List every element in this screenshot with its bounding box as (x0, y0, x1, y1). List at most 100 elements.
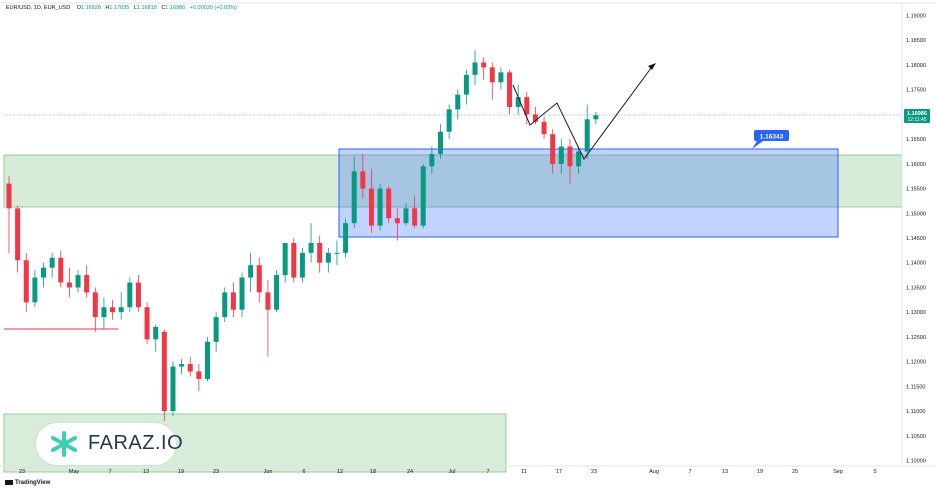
candle-bearish (507, 72, 513, 107)
candle-bearish (394, 218, 400, 224)
x-tick-label: 23 (213, 469, 219, 475)
candle-bearish (161, 331, 167, 412)
candle-bullish (32, 277, 38, 303)
candle-bullish (576, 151, 582, 167)
candle-bullish (584, 119, 590, 152)
y-axis[interactable]: 1.190001.185001.180001.175001.170001.165… (906, 14, 926, 465)
x-tick-label: May (69, 469, 80, 475)
demand-zone-upper (3, 154, 903, 208)
candle-bearish (481, 62, 487, 68)
candle-bullish (118, 307, 124, 313)
candle-bullish (49, 257, 55, 268)
candle-bullish (403, 208, 409, 224)
candle-bearish (489, 67, 495, 83)
y-tick-label: 1.15000 (906, 211, 926, 217)
candle-bearish (58, 257, 64, 283)
y-tick-label: 1.13500 (906, 285, 926, 291)
candle-bullish (455, 94, 461, 110)
x-tick-label: 7 (688, 469, 691, 475)
candle-bullish (282, 242, 288, 276)
candle-bullish (325, 252, 331, 263)
x-axis[interactable]: 23 May 7 13 19 23 Jun 6 12 18 24 Jul 7 11 17 23 Aug 7 13 19… (19, 469, 877, 475)
x-tick-label: 24 (407, 469, 413, 475)
candle-bearish (196, 371, 202, 379)
high-label: H (105, 5, 110, 11)
x-tick-label: 23 (19, 469, 25, 475)
candle-bearish (144, 307, 150, 340)
x-tick-label: 17 (556, 469, 562, 475)
ohlc-header: EUR/USD, 1D, EUR_USD O1.16928 H1.17035 L… (6, 5, 237, 11)
y-tick-label: 1.13000 (906, 310, 926, 316)
candle-bearish (541, 121, 547, 135)
x-tick-label: 7 (486, 469, 489, 475)
candle-bullish (101, 307, 107, 318)
candle-bearish (84, 275, 90, 293)
candle-bearish (135, 282, 141, 308)
open-value: 1.16928 (81, 5, 101, 11)
candle-bearish (110, 307, 116, 313)
x-tick-label: 11 (521, 469, 527, 475)
candle-bullish (248, 265, 254, 278)
candle-bullish (41, 267, 47, 278)
candle-bullish (204, 341, 210, 379)
y-tick-label: 1.11500 (906, 384, 925, 390)
candle-bullish (515, 97, 521, 107)
tradingview-label: TradingView (15, 480, 51, 487)
candle-bullish (420, 166, 426, 226)
asterisk-logo-icon (51, 431, 77, 457)
low-value: 1.16818 (136, 5, 157, 11)
close-label: C (161, 5, 166, 11)
candle-bearish (317, 242, 323, 263)
candle-bearish (15, 208, 21, 261)
y-tick-label: 1.18500 (906, 38, 926, 44)
candle-bullish (179, 364, 185, 367)
high-value: 1.17035 (109, 5, 130, 11)
y-tick-label: 1.12500 (906, 335, 926, 341)
x-tick-label: 23 (591, 469, 597, 475)
y-tick-label: 1.19000 (906, 14, 926, 20)
tradingview-logo-icon (5, 480, 13, 485)
candle-bullish (472, 62, 478, 75)
candle-bullish (351, 171, 357, 224)
candle-bearish (66, 282, 72, 288)
arrow-head (648, 63, 656, 70)
symbol-label: EUR/USD, 1D, EUR_USD (6, 5, 71, 11)
candle-bullish (127, 282, 133, 308)
candle-bearish (567, 146, 573, 167)
candle-bearish (412, 208, 418, 226)
open-label: O (76, 5, 81, 11)
candle-bullish (446, 109, 452, 132)
y-tick-label: 1.15500 (906, 187, 926, 193)
change-value: +0.00030 (+0.03%) (189, 5, 237, 11)
candle-bullish (239, 277, 245, 310)
candle-bearish (265, 292, 271, 310)
candle-bullish (558, 146, 564, 164)
x-tick-label: 25 (792, 469, 798, 475)
x-tick-label: Sep (833, 469, 843, 475)
current-price-value: 1.16986 (907, 111, 927, 117)
candle-bullish (75, 275, 81, 288)
candle-bearish (360, 171, 366, 189)
y-tick-label: 1.14500 (906, 236, 926, 242)
y-tick-label: 1.16000 (906, 162, 926, 168)
y-tick-label: 1.18000 (906, 63, 926, 69)
candle-bullish (213, 317, 219, 342)
projection-path (512, 63, 655, 160)
x-tick-label: 13 (143, 469, 149, 475)
price-callout-label: 1.16343 (760, 134, 784, 141)
candle-bullish (299, 252, 305, 278)
price-callout: 1.16343 (752, 130, 789, 149)
candle-bearish (187, 364, 193, 372)
tradingview-brand[interactable]: TradingView (5, 480, 50, 486)
candle-bearish (23, 260, 29, 303)
y-tick-label: 1.14000 (906, 261, 926, 267)
candle-bullish (438, 131, 443, 154)
candle-bearish (6, 183, 12, 209)
faraz-logo: FARAZ.IO (36, 423, 183, 465)
candle-bullish (170, 366, 176, 412)
candles-group (6, 50, 599, 421)
x-tick-label: Jul (448, 469, 455, 475)
candle-bullish (377, 188, 383, 226)
candle-bullish (343, 223, 349, 253)
